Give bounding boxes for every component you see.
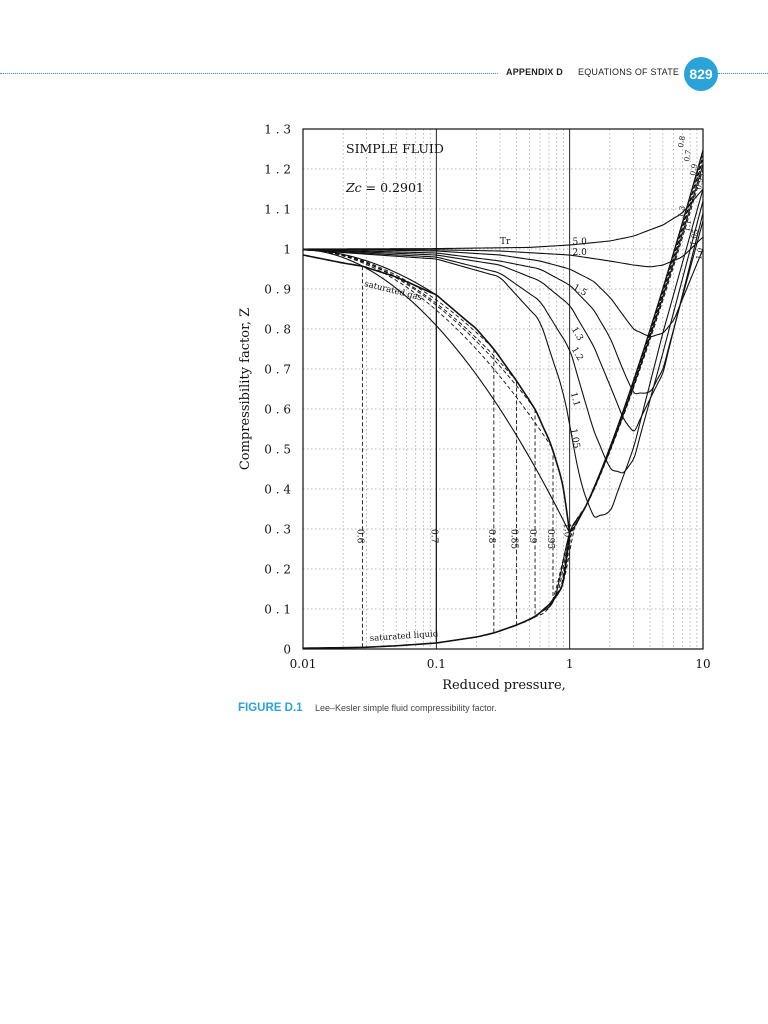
isotherm-curve-tr-2-0 [302,236,704,268]
tr-legend-label: Tr [500,237,511,247]
y-tick-label: 0 . 6 [264,403,291,417]
x-tick-label: 0.1 [427,657,446,671]
x-tick-label: 0.01 [290,657,317,671]
chart-labels: SIMPLE FLUID Zc = 0.2901 Tr saturated gas sa… [345,135,706,644]
isotherm-label-tr-1-3: 1.3 [569,326,585,344]
x-axis-label: Reduced pressure, [442,678,566,693]
isotherm-label-tr-2-0: 2.0 [573,248,588,258]
chart-grid [303,129,703,649]
high-pressure-label: 1.1 [682,219,693,232]
x-tick-label: 1 [566,657,574,671]
chart-title: SIMPLE FLUID [346,141,444,156]
y-tick-label: 0 [283,643,291,657]
isotherm-curve-tr-0-8 [302,159,704,634]
isotherm-curve-tr-1-2 [302,212,704,432]
isotherm-label-tr-0-6: 0.6 [354,529,364,544]
chart-subtitle-symbol: Zc [345,180,362,195]
y-tick-label: 0 . 4 [264,483,291,497]
header-rule-right [718,73,768,74]
saturated-liquid-curve [302,532,571,649]
figure-label: FIGURE D.1 [238,702,303,714]
chart-subtitle: Zc = 0.2901 [345,180,424,195]
isotherm-label-tr-1-5: 1.5 [571,283,589,299]
chart-curves [302,149,704,649]
y-tick-label: 1 . 2 [264,163,291,177]
y-axis-label: Compressibility factor, Z [238,308,253,470]
y-tick-label: 0 . 5 [264,443,291,457]
y-tick-label: 0 . 8 [264,323,291,337]
isotherm-curve-tr-5-0 [302,188,704,250]
isotherm-curve-tr-1-05 [302,188,704,518]
y-tick-label: 0 . 2 [264,563,291,577]
isotherm-label-tr-5-0: 5.0 [573,238,588,248]
y-tick-label: 0 . 3 [264,523,291,537]
chart-subtitle-value: = 0.2901 [362,180,424,195]
high-pressure-label: 1.05 [688,228,700,246]
chart-axes: 0 0 . 1 0 . 2 0 . 3 0 . 4 0 . 5 0 . 6 0 . 7 0 . … [238,123,711,694]
isotherm-curve-tr-1-1 [302,200,704,474]
header-rule-left [0,73,498,74]
isotherm-label-tr-1-0: 1.0 [562,523,572,538]
high-pressure-label: 0.7 [682,149,693,163]
isotherm-label-tr-1-1: 1.1 [568,391,581,407]
y-tick-label: 0 . 9 [264,283,291,297]
y-tick-label: 1 [283,243,291,257]
isotherm-label-tr-1-2: 1.2 [569,346,585,363]
x-tick-label: 10 [695,657,710,671]
saturated-liquid-label: saturated liquid [370,629,440,644]
high-pressure-label: 0.8 [676,135,687,149]
isotherm-curve-tr-0-85 [302,156,704,626]
isotherm-label-tr-0-9: 0.9 [527,529,537,544]
plot-frame [302,128,704,650]
isotherm-curve-tr-1-5 [302,248,704,338]
y-tick-label: 1 . 3 [264,123,291,137]
isotherm-label-tr-0-95: 0.95 [545,529,555,549]
isotherm-label-tr-1-05: 1.05 [568,428,581,450]
isotherm-curve-tr-0-9 [302,154,704,618]
saturated-gas-label: saturated gas [363,279,423,303]
high-pressure-label: 0.9 [688,163,699,177]
isotherm-label-tr-0-85: 0.85 [509,529,519,549]
isotherm-curve-tr-1-0 [302,149,704,534]
header-section-title: EQUATIONS OF STATE [578,67,680,77]
figure-caption: FIGURE D.1 Lee–Kesler simple fluid compr… [238,698,497,716]
saturated-gas-curve [302,254,571,534]
y-tick-label: 1 . 1 [264,203,291,217]
high-pressure-label: 1.0 [694,247,705,261]
y-tick-label: 0 . 1 [264,603,291,617]
isotherm-label-tr-0-7: 0.7 [428,529,438,544]
y-tick-label: 0 . 7 [264,363,291,377]
page-number-badge: 829 [684,57,718,91]
high-pressure-label: 1.3 [676,205,687,219]
header-appendix: APPENDIX D [506,67,564,77]
isotherm-curve-tr-1-3 [302,220,704,395]
high-pressure-label: 0.95 [694,172,706,190]
isotherm-label-tr-0-8: 0.8 [486,529,496,544]
figure-caption-text: Lee–Kesler simple fluid compressibility … [315,703,497,713]
